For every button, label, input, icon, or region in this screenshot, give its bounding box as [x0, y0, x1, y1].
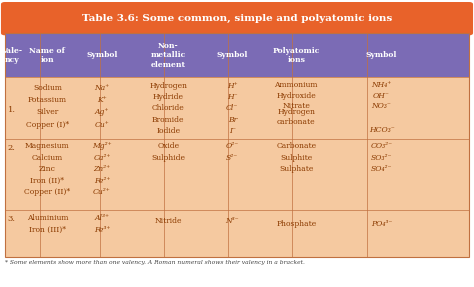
Text: Symbol: Symbol — [217, 51, 248, 59]
Text: Non-
metallic
element: Non- metallic element — [151, 42, 186, 69]
Text: Nitrate: Nitrate — [283, 102, 310, 110]
Text: Iodide: Iodide — [156, 127, 180, 135]
Text: OH⁻: OH⁻ — [373, 92, 390, 100]
Text: Cl⁻: Cl⁻ — [226, 104, 238, 113]
Text: Polyatomic
ions: Polyatomic ions — [273, 47, 320, 64]
Text: Cu²⁺: Cu²⁺ — [93, 188, 111, 196]
Text: Symbol: Symbol — [86, 51, 118, 59]
Text: NO₃⁻: NO₃⁻ — [372, 102, 392, 110]
Text: Sulphide: Sulphide — [151, 154, 185, 162]
Text: Oxide: Oxide — [157, 142, 179, 150]
Text: Magnesium: Magnesium — [25, 142, 70, 150]
Text: Br: Br — [228, 116, 237, 124]
Text: Fe²⁺: Fe²⁺ — [94, 177, 110, 185]
Text: Mg²⁺: Mg²⁺ — [92, 142, 112, 150]
Text: Potassium: Potassium — [28, 96, 67, 104]
Text: I⁻: I⁻ — [229, 127, 236, 135]
Text: SO₄²⁻: SO₄²⁻ — [371, 165, 392, 173]
Text: Ca²⁺: Ca²⁺ — [93, 154, 110, 162]
Bar — [5, 33, 469, 257]
Text: Name of
ion: Name of ion — [29, 47, 65, 64]
Bar — [5, 77, 469, 257]
Text: Hydride: Hydride — [153, 93, 184, 101]
Text: Copper (II)*: Copper (II)* — [24, 188, 71, 196]
Text: Calcium: Calcium — [32, 154, 63, 162]
Text: Sulphate: Sulphate — [279, 165, 313, 173]
Text: Iron (II)*: Iron (II)* — [30, 177, 64, 185]
Text: O²⁻: O²⁻ — [226, 142, 239, 150]
Text: Zn²⁺: Zn²⁺ — [93, 165, 110, 173]
FancyBboxPatch shape — [1, 2, 473, 35]
Text: Ammonium: Ammonium — [274, 81, 318, 89]
Text: Carbonate: Carbonate — [276, 142, 316, 150]
Text: Nitride: Nitride — [155, 217, 182, 225]
Text: N³⁻: N³⁻ — [226, 217, 239, 225]
Text: Fe³⁺: Fe³⁺ — [94, 226, 110, 234]
Text: H⁻: H⁻ — [227, 93, 237, 101]
Text: Sulphite: Sulphite — [280, 154, 312, 162]
Text: HCO₃⁻: HCO₃⁻ — [369, 126, 394, 134]
Text: Sodium: Sodium — [33, 84, 62, 92]
Text: * Some elements show more than one valency. A Roman numeral shows their valency : * Some elements show more than one valen… — [5, 260, 305, 265]
Text: Table 3.6: Some common, simple and polyatomic ions: Table 3.6: Some common, simple and polya… — [82, 14, 392, 23]
Text: Chloride: Chloride — [152, 104, 185, 113]
Text: Symbol: Symbol — [366, 51, 397, 59]
Text: S²⁻: S²⁻ — [226, 154, 238, 162]
Text: Zinc: Zinc — [39, 165, 56, 173]
Text: Al³⁺: Al³⁺ — [94, 214, 109, 222]
Text: Iron (III)*: Iron (III)* — [29, 226, 66, 234]
Text: Hydroxide: Hydroxide — [276, 92, 316, 100]
Text: Silver: Silver — [36, 108, 58, 116]
Text: Bromide: Bromide — [152, 116, 184, 124]
Text: K⁺: K⁺ — [97, 96, 107, 104]
Text: Phosphate: Phosphate — [276, 220, 316, 228]
Text: 3.: 3. — [8, 215, 16, 223]
Text: CO₃²⁻: CO₃²⁻ — [371, 142, 392, 150]
Text: Cu⁺: Cu⁺ — [94, 121, 109, 129]
Text: SO₃²⁻: SO₃²⁻ — [371, 154, 392, 162]
Text: Na⁺: Na⁺ — [94, 84, 109, 92]
Text: Hydrogen
carbonate: Hydrogen carbonate — [277, 108, 316, 126]
Text: Copper (I)*: Copper (I)* — [26, 121, 69, 129]
Text: 2.: 2. — [8, 144, 16, 152]
Text: Hydrogen: Hydrogen — [149, 82, 187, 90]
Text: H⁺: H⁺ — [227, 82, 237, 90]
Text: Ag⁺: Ag⁺ — [95, 108, 109, 116]
Bar — [5, 33, 469, 77]
Text: Aluminium: Aluminium — [27, 214, 68, 222]
Text: PO₄³⁻: PO₄³⁻ — [371, 220, 392, 228]
Text: 1.: 1. — [8, 106, 16, 114]
Text: NH₄⁺: NH₄⁺ — [372, 81, 392, 89]
Text: Vale-
ncy: Vale- ncy — [1, 47, 22, 64]
